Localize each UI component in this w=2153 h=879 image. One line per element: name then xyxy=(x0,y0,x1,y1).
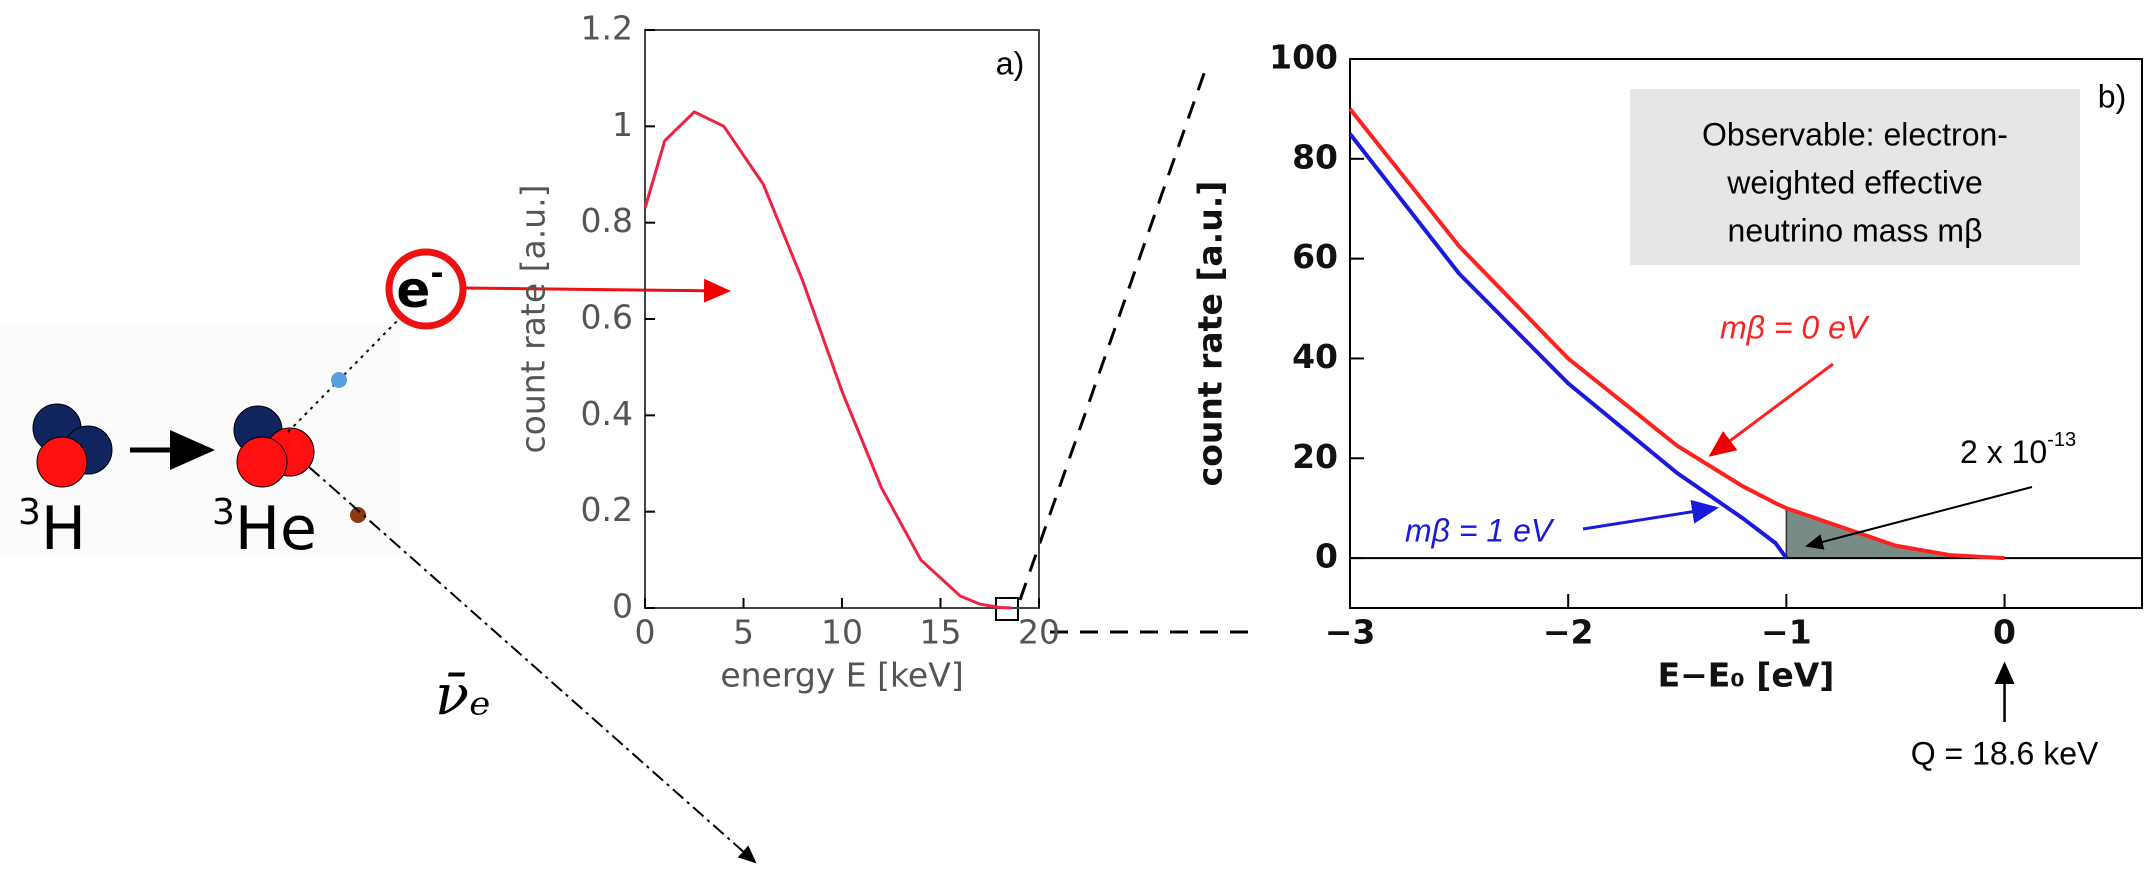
symbol: e xyxy=(396,261,430,319)
h3-nucleus xyxy=(32,403,113,488)
q-label: Q = 18.6 keV xyxy=(1911,735,2099,771)
series-label: mβ = 1 eV xyxy=(1405,512,1555,548)
mass-number: 3 xyxy=(212,492,235,533)
y-tick-label: 0.4 xyxy=(581,394,633,433)
info-line: neutrino mass mβ xyxy=(1728,212,1983,248)
electron-arrow xyxy=(464,278,731,303)
y-tick-label: 0 xyxy=(1315,537,1338,576)
line xyxy=(1348,132,1789,560)
y-axis-label: count rate [a.u.] xyxy=(514,185,553,454)
particle-dot xyxy=(350,507,366,523)
daughter-label: 3He xyxy=(212,492,317,564)
info-line: weighted effective xyxy=(1726,164,1983,200)
charge: - xyxy=(430,254,443,292)
symbol: He xyxy=(235,494,317,564)
y-tick-label: 60 xyxy=(1292,237,1338,276)
y-tick-label: 0 xyxy=(612,587,633,626)
y-tick-label: 1 xyxy=(612,105,633,144)
y-tick-label: 0.6 xyxy=(581,298,633,337)
zoom-line xyxy=(1018,61,1210,601)
he3-nucleus xyxy=(233,405,315,488)
y-axis-label: count rate [a.u.] xyxy=(1191,181,1230,487)
x-tick-label: 0 xyxy=(635,613,656,652)
y-tick-label: 1.2 xyxy=(581,9,633,48)
y-tick-label: 100 xyxy=(1269,38,1338,77)
x-tick-label: −2 xyxy=(1543,613,1594,652)
x-tick-label: 0 xyxy=(1993,613,2016,652)
annotation-arrow xyxy=(1582,499,1719,531)
x-axis-label: energy E [keV] xyxy=(720,656,963,695)
shaded-label: 2 x 10-13 xyxy=(1960,429,2076,470)
panel-label: a) xyxy=(996,45,1024,81)
x-tick-label: −1 xyxy=(1761,613,1812,652)
symbol: H xyxy=(41,494,86,564)
particle-dot xyxy=(331,372,347,388)
series-label: mβ = 0 eV xyxy=(1720,309,1870,345)
mass-number: 3 xyxy=(18,492,41,533)
antineutrino-label: ν̄ₑ xyxy=(435,664,491,729)
neutrino-path xyxy=(308,466,757,864)
info-line: Observable: electron- xyxy=(1702,116,2008,152)
y-tick-label: 0.8 xyxy=(581,201,633,240)
x-tick-label: 5 xyxy=(733,613,754,652)
panel-label: b) xyxy=(2098,78,2126,114)
x-tick-label: 10 xyxy=(821,613,863,652)
annotation-arrow xyxy=(1805,486,2033,550)
electron xyxy=(385,248,467,330)
x-axis-label: E−E₀ [eV] xyxy=(1658,656,1835,695)
electron-label: e- xyxy=(396,254,443,319)
y-tick-label: 0.2 xyxy=(581,490,633,529)
shaded-label-text: 2 x 10 xyxy=(1960,434,2047,470)
x-tick-label: 15 xyxy=(920,613,962,652)
plot-frame xyxy=(1349,58,2143,609)
shaded-label-exponent: -13 xyxy=(2047,429,2076,451)
info-box xyxy=(1630,89,2080,265)
y-tick-label: 20 xyxy=(1292,437,1338,476)
annotation-arrow xyxy=(1708,362,1834,457)
y-tick-label: 80 xyxy=(1292,137,1338,176)
x-tick-label: 20 xyxy=(1018,613,1060,652)
y-tick-label: 40 xyxy=(1292,337,1338,376)
x-tick-label: −3 xyxy=(1325,613,1376,652)
electron-path xyxy=(287,317,401,433)
parent-label: 3H xyxy=(18,492,86,564)
line xyxy=(643,110,1012,610)
line xyxy=(1348,107,2005,561)
